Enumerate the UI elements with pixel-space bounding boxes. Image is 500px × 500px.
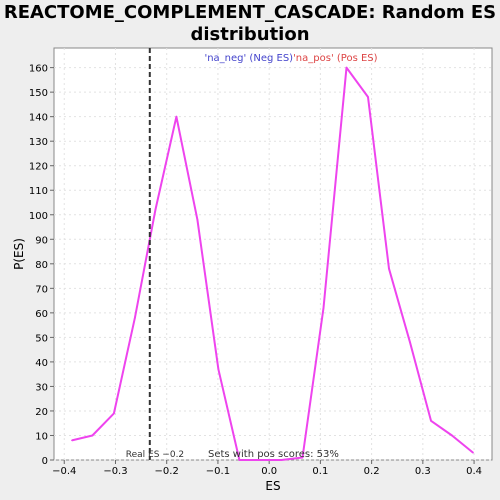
y-axis-label: P(ES) — [12, 238, 26, 270]
data-point — [345, 66, 348, 69]
x-tick-label: −0.1 — [206, 466, 230, 477]
legend-pos: 'na_pos' (Pos ES) — [293, 53, 378, 64]
y-tick-label: 140 — [29, 113, 48, 124]
data-point — [451, 434, 453, 437]
data-point — [409, 341, 411, 344]
y-tick-label: 20 — [35, 407, 48, 418]
data-point — [217, 368, 220, 371]
chart-title: REACTOME_COMPLEMENT_CASCADE: Random ES d… — [3, 2, 497, 45]
data-point — [175, 115, 178, 118]
pos-scores-annotation: Sets with pos scores: 53% — [208, 449, 339, 460]
y-tick-label: 160 — [29, 64, 48, 75]
data-point — [301, 456, 304, 459]
x-axis-label: ES — [265, 479, 280, 493]
data-point — [430, 419, 432, 422]
x-tick-label: −0.4 — [52, 466, 76, 477]
y-tick-label: 60 — [35, 309, 48, 320]
data-point — [196, 218, 199, 221]
data-point — [388, 267, 390, 270]
data-point — [367, 96, 369, 98]
legend: 'na_neg' (Neg ES)'na_pos' (Pos ES) — [204, 53, 377, 64]
y-tick-label: 100 — [29, 211, 48, 222]
data-point — [154, 209, 157, 211]
y-tick-label: 30 — [35, 382, 48, 393]
x-tick-label: 0.2 — [364, 466, 380, 477]
data-point — [238, 459, 241, 461]
data-point — [91, 434, 94, 437]
plot-area — [53, 47, 493, 461]
x-tick-label: 0.3 — [415, 466, 431, 477]
x-tick-label: 0.4 — [466, 466, 482, 477]
y-tick-label: 90 — [35, 235, 48, 246]
data-point — [71, 439, 73, 442]
y-tick-label: 40 — [35, 358, 48, 369]
data-point — [322, 307, 325, 309]
x-tick-label: 0.1 — [312, 466, 328, 477]
y-tick-label: 130 — [29, 137, 48, 148]
y-tick-label: 80 — [35, 260, 48, 271]
y-tick-label: 0 — [42, 456, 48, 467]
x-tick-label: −0.3 — [103, 466, 127, 477]
y-tick-label: 70 — [35, 284, 48, 295]
x-tick-label: −0.2 — [155, 466, 179, 477]
data-point — [113, 412, 115, 415]
y-tick-label: 10 — [35, 431, 48, 442]
real-es-label: Real ES −0.2 — [126, 450, 184, 460]
legend-neg: 'na_neg' (Neg ES) — [204, 53, 293, 64]
y-tick-label: 110 — [29, 186, 48, 197]
data-point — [472, 451, 474, 454]
series-line — [71, 66, 474, 461]
y-tick-label: 50 — [35, 333, 48, 344]
y-tick-label: 120 — [29, 162, 48, 173]
data-point — [134, 316, 136, 319]
data-point — [280, 459, 283, 461]
x-tick-label: 0.0 — [261, 466, 277, 477]
y-tick-label: 150 — [29, 88, 48, 99]
data-point — [259, 459, 262, 461]
